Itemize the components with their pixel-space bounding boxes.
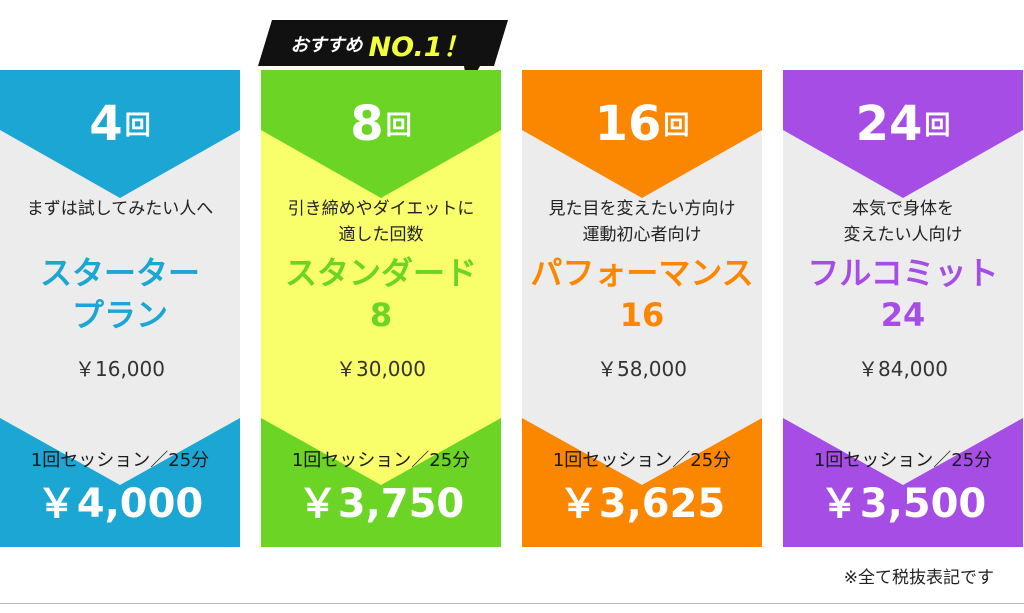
- badge-label: おすすめ NO.1！: [258, 22, 502, 66]
- plan-name: スターター プラン: [39, 254, 200, 334]
- recommended-badge: おすすめ NO.1！: [258, 20, 510, 90]
- badge-small-text: おすすめ: [290, 35, 363, 56]
- plan-card-8[interactable]: 8回 引き締めやダイエットに 適した回数 スタンダード 8 ￥30,000 1回セッ…: [261, 70, 501, 547]
- plan-card-24[interactable]: 24回 本気で身体を 変えたい人向け フルコミット 24 ￥84,000 1回セッシ…: [783, 70, 1023, 547]
- badge-big-text: NO.1！: [368, 31, 470, 63]
- session-count: 4回: [89, 96, 151, 152]
- card-background: [522, 70, 762, 547]
- card-background: [261, 70, 501, 547]
- card-background: [783, 70, 1023, 547]
- plan-name: フルコミット 24: [807, 254, 999, 334]
- plan-description: まずは試してみたい人へ: [26, 199, 214, 219]
- total-price: ￥16,000: [75, 357, 165, 381]
- divider: [0, 603, 1024, 604]
- session-length: 1回セッション／25分: [291, 450, 471, 471]
- session-count: 8回: [350, 96, 412, 152]
- session-length: 1回セッション／25分: [813, 450, 993, 471]
- plan-description: 見た目を変えたい方向け 運動初心者向け: [548, 199, 736, 245]
- plan-description: 本気で身体を 変えたい人向け: [843, 199, 963, 245]
- session-count: 16回: [594, 96, 690, 152]
- session-length: 1回セッション／25分: [30, 450, 210, 471]
- session-count: 24回: [855, 96, 951, 152]
- per-session-price: ￥4,000: [36, 481, 204, 527]
- total-price: ￥84,000: [858, 357, 948, 381]
- per-session-price: ￥3,750: [297, 481, 465, 527]
- session-length: 1回セッション／25分: [552, 450, 732, 471]
- card-background: [0, 70, 240, 547]
- badge-shape: [258, 20, 508, 88]
- plan-name: パフォーマンス 16: [530, 254, 754, 334]
- tax-note: ※全て税抜表記です: [843, 568, 994, 588]
- total-price: ￥58,000: [597, 357, 687, 381]
- per-session-price: ￥3,625: [558, 481, 726, 527]
- plan-card-4[interactable]: 4回 まずは試してみたい人へ スターター プラン ￥16,000 1回セッション／…: [0, 70, 240, 547]
- plan-name: スタンダード 8: [284, 254, 477, 334]
- plan-card-16[interactable]: 16回 見た目を変えたい方向け 運動初心者向け パフォーマンス 16 ￥58,000…: [522, 70, 762, 547]
- total-price: ￥30,000: [336, 357, 426, 381]
- per-session-price: ￥3,500: [819, 481, 987, 527]
- plan-description: 引き締めやダイエットに 適した回数: [287, 199, 475, 245]
